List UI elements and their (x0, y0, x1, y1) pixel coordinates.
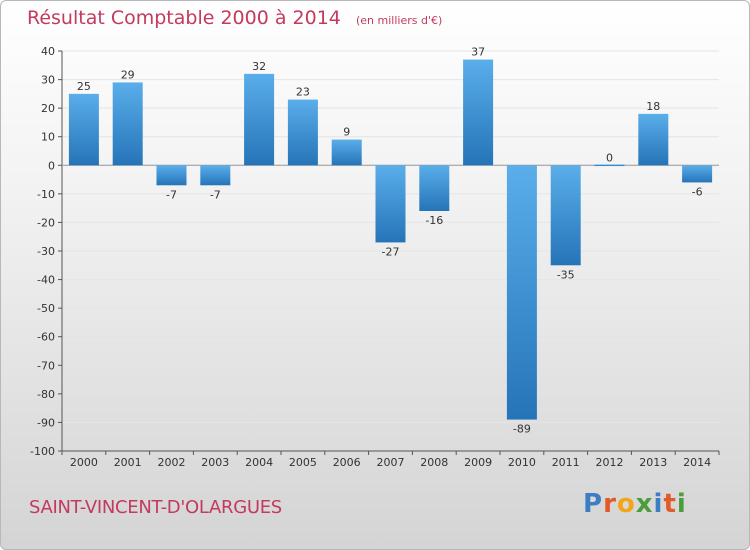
bar-2010 (506, 165, 537, 420)
brand-letter: i (676, 489, 687, 519)
bar-2013 (638, 113, 669, 166)
x-tick-label: 2004 (245, 456, 273, 469)
brand-letter: t (663, 489, 677, 519)
value-label-2001: 29 (121, 68, 135, 81)
y-tick-label: -40 (37, 274, 55, 287)
bar-2012 (594, 164, 625, 167)
bar-2004 (244, 73, 275, 166)
value-label-2007: -27 (382, 245, 400, 258)
bar-2000 (68, 93, 99, 166)
bar-2003 (200, 165, 231, 186)
value-label-2014: -6 (692, 185, 703, 198)
y-tick-label: -90 (37, 416, 55, 429)
x-tick-label: 2012 (596, 456, 624, 469)
value-label-2005: 23 (296, 86, 310, 99)
x-tick-label: 2003 (201, 456, 229, 469)
x-tick-label: 2001 (114, 456, 142, 469)
x-tick-label: 2008 (420, 456, 448, 469)
label-layer: 25 29 -7 -7 32 23 9 -27 -16 37 -89 -35 0 18 -6 (77, 46, 703, 436)
brand-letter: o (616, 489, 636, 519)
x-tick-label: 2007 (377, 456, 405, 469)
bar-2009 (463, 59, 494, 166)
value-label-2009: 37 (471, 46, 485, 59)
value-label-2012: 0 (606, 151, 613, 164)
value-label-2002: -7 (166, 188, 177, 201)
chart-subtitle: (en milliers d'€) (355, 14, 443, 27)
y-tick-label: -10 (37, 188, 55, 201)
title-row: Résultat Comptable 2000 à 2014 (en milli… (27, 7, 442, 29)
bar-2005 (287, 99, 318, 166)
x-tick-label: 2000 (70, 456, 98, 469)
value-label-2000: 25 (77, 80, 91, 93)
x-tick-label: 2009 (464, 456, 492, 469)
bar-2001 (112, 82, 143, 166)
y-tick-label: 0 (48, 159, 55, 172)
y-tick-label: -60 (37, 331, 55, 344)
value-label-2008: -16 (425, 214, 443, 227)
y-tick-label: -100 (30, 445, 55, 458)
y-tick-label: -30 (37, 245, 55, 258)
y-tick-label: 10 (41, 131, 55, 144)
value-label-2004: 32 (252, 60, 266, 73)
brand-letter: x (635, 489, 654, 519)
value-label-2010: -89 (513, 423, 531, 436)
chart-title: Résultat Comptable 2000 à 2014 (27, 7, 341, 29)
brand-letter: r (603, 489, 617, 519)
value-label-2003: -7 (210, 188, 221, 201)
bar-2011 (550, 165, 581, 266)
value-label-2011: -35 (557, 268, 575, 281)
commune-name: SAINT-VINCENT-D'OLARGUES (29, 497, 282, 518)
bar-2007 (375, 165, 406, 243)
y-tick-label: 40 (41, 45, 55, 58)
x-tick-label: 2013 (639, 456, 667, 469)
bar-2006 (331, 139, 362, 166)
y-tick-label: -80 (37, 388, 55, 401)
brand-letter: i (653, 489, 664, 519)
y-tick-label: -70 (37, 359, 55, 372)
bar-2008 (419, 165, 450, 211)
bar-layer (68, 59, 713, 420)
x-tick-label: 2014 (683, 456, 711, 469)
y-tick-label: 20 (41, 102, 55, 115)
brand-logo: Proxiti (583, 489, 687, 519)
x-tick-label: 2005 (289, 456, 317, 469)
brand-letter: P (583, 489, 604, 519)
y-tick-label: 30 (41, 74, 55, 87)
value-label-2006: 9 (343, 126, 350, 139)
bar-2014 (682, 165, 713, 183)
bar-2002 (156, 165, 187, 186)
x-tick-label: 2010 (508, 456, 536, 469)
x-tick-label: 2006 (333, 456, 361, 469)
y-tick-label: -50 (37, 302, 55, 315)
x-tick-label: 2011 (552, 456, 580, 469)
y-tick-label: -20 (37, 216, 55, 229)
value-label-2013: 18 (646, 100, 660, 113)
x-tick-label: 2002 (158, 456, 186, 469)
